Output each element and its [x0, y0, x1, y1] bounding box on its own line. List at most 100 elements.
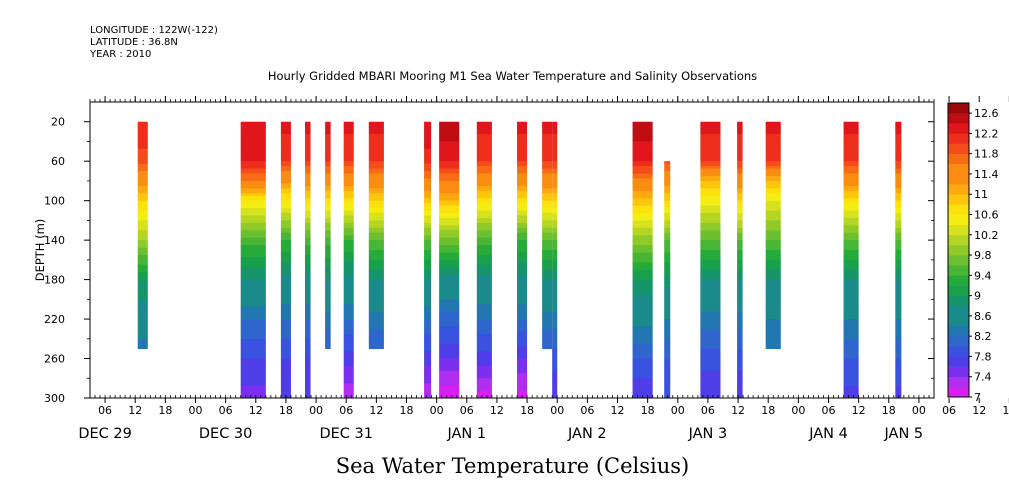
data-cell	[305, 284, 311, 288]
data-cell	[517, 287, 528, 290]
data-cell	[765, 235, 781, 239]
data-cell	[843, 368, 859, 372]
data-cell	[368, 331, 384, 335]
chart-title: Hourly Gridded MBARI Mooring M1 Sea Wate…	[0, 69, 1009, 83]
data-cell	[424, 373, 432, 377]
data-cell	[439, 321, 460, 325]
data-cell	[737, 143, 743, 147]
data-cell	[552, 358, 558, 362]
data-cell	[325, 136, 331, 140]
data-cell	[843, 331, 859, 335]
data-cell	[542, 291, 553, 295]
data-cell	[737, 153, 743, 157]
data-cell	[843, 363, 859, 367]
data-cell	[843, 225, 859, 229]
data-cell	[843, 259, 859, 263]
data-cell	[632, 393, 653, 396]
data-cell	[700, 129, 721, 132]
data-cell	[765, 151, 781, 155]
data-cell	[325, 220, 331, 224]
data-cell	[737, 163, 743, 167]
data-cell	[664, 185, 671, 189]
data-cell	[240, 304, 266, 308]
data-cell	[305, 262, 311, 266]
data-cell	[439, 210, 460, 214]
data-cell	[368, 136, 384, 140]
data-cell	[700, 363, 721, 367]
data-cell	[137, 203, 148, 206]
data-cell	[664, 304, 671, 308]
data-cell	[632, 319, 653, 322]
data-cell	[476, 208, 492, 211]
data-cell	[240, 370, 266, 374]
data-cell	[542, 304, 553, 308]
data-cell	[843, 247, 859, 251]
data-cell	[843, 346, 859, 350]
data-cell	[305, 190, 311, 194]
data-cell	[632, 380, 653, 384]
data-cell	[137, 245, 148, 248]
data-cell	[368, 166, 384, 169]
data-cell	[240, 257, 266, 261]
data-cell	[843, 324, 859, 327]
data-cell	[895, 274, 902, 278]
data-cell	[542, 294, 553, 298]
data-cell	[305, 338, 311, 342]
data-cell	[240, 178, 266, 182]
data-cell	[305, 259, 311, 263]
data-cell	[305, 188, 311, 192]
data-cell	[439, 262, 460, 266]
data-cell	[240, 331, 266, 335]
data-cell	[305, 247, 311, 251]
data-cell	[632, 346, 653, 350]
data-cell	[517, 301, 528, 305]
data-cell	[895, 163, 902, 167]
data-cell	[843, 171, 859, 174]
data-cell	[552, 331, 558, 335]
colorbar-swatch	[948, 356, 969, 367]
data-cell	[895, 176, 902, 179]
data-cell	[476, 299, 492, 303]
data-cell	[343, 343, 354, 347]
data-cell	[325, 139, 331, 142]
data-cell	[240, 254, 266, 258]
data-cell	[737, 227, 743, 231]
data-cell	[343, 264, 354, 268]
data-cell	[517, 148, 528, 152]
data-cell	[552, 163, 558, 167]
data-cell	[843, 156, 859, 160]
data-cell	[895, 222, 902, 226]
data-cell	[439, 341, 460, 345]
data-cell	[517, 173, 528, 177]
data-cell	[765, 245, 781, 248]
data-cell	[517, 222, 528, 226]
data-cell	[280, 314, 291, 317]
data-cell	[343, 215, 354, 219]
data-cell	[343, 124, 354, 128]
data-cell	[843, 129, 859, 132]
data-cell	[325, 225, 331, 229]
data-cell	[517, 254, 528, 258]
data-cell	[700, 198, 721, 202]
data-cell	[368, 227, 384, 231]
data-cell	[280, 245, 291, 248]
data-cell	[439, 287, 460, 290]
data-cell	[305, 193, 311, 197]
data-cell	[439, 235, 460, 239]
data-cell	[305, 121, 311, 125]
data-cell	[552, 296, 558, 300]
data-cell	[895, 254, 902, 258]
data-cell	[765, 136, 781, 140]
data-cell	[240, 176, 266, 179]
data-cell	[632, 198, 653, 202]
data-cell	[305, 166, 311, 169]
data-cell	[737, 324, 743, 327]
data-cell	[737, 259, 743, 263]
data-cell	[843, 195, 859, 199]
data-cell	[368, 190, 384, 194]
data-cell	[325, 240, 331, 243]
data-cell	[368, 210, 384, 214]
data-cell	[325, 237, 331, 241]
data-cell	[700, 217, 721, 221]
data-cell	[700, 383, 721, 387]
